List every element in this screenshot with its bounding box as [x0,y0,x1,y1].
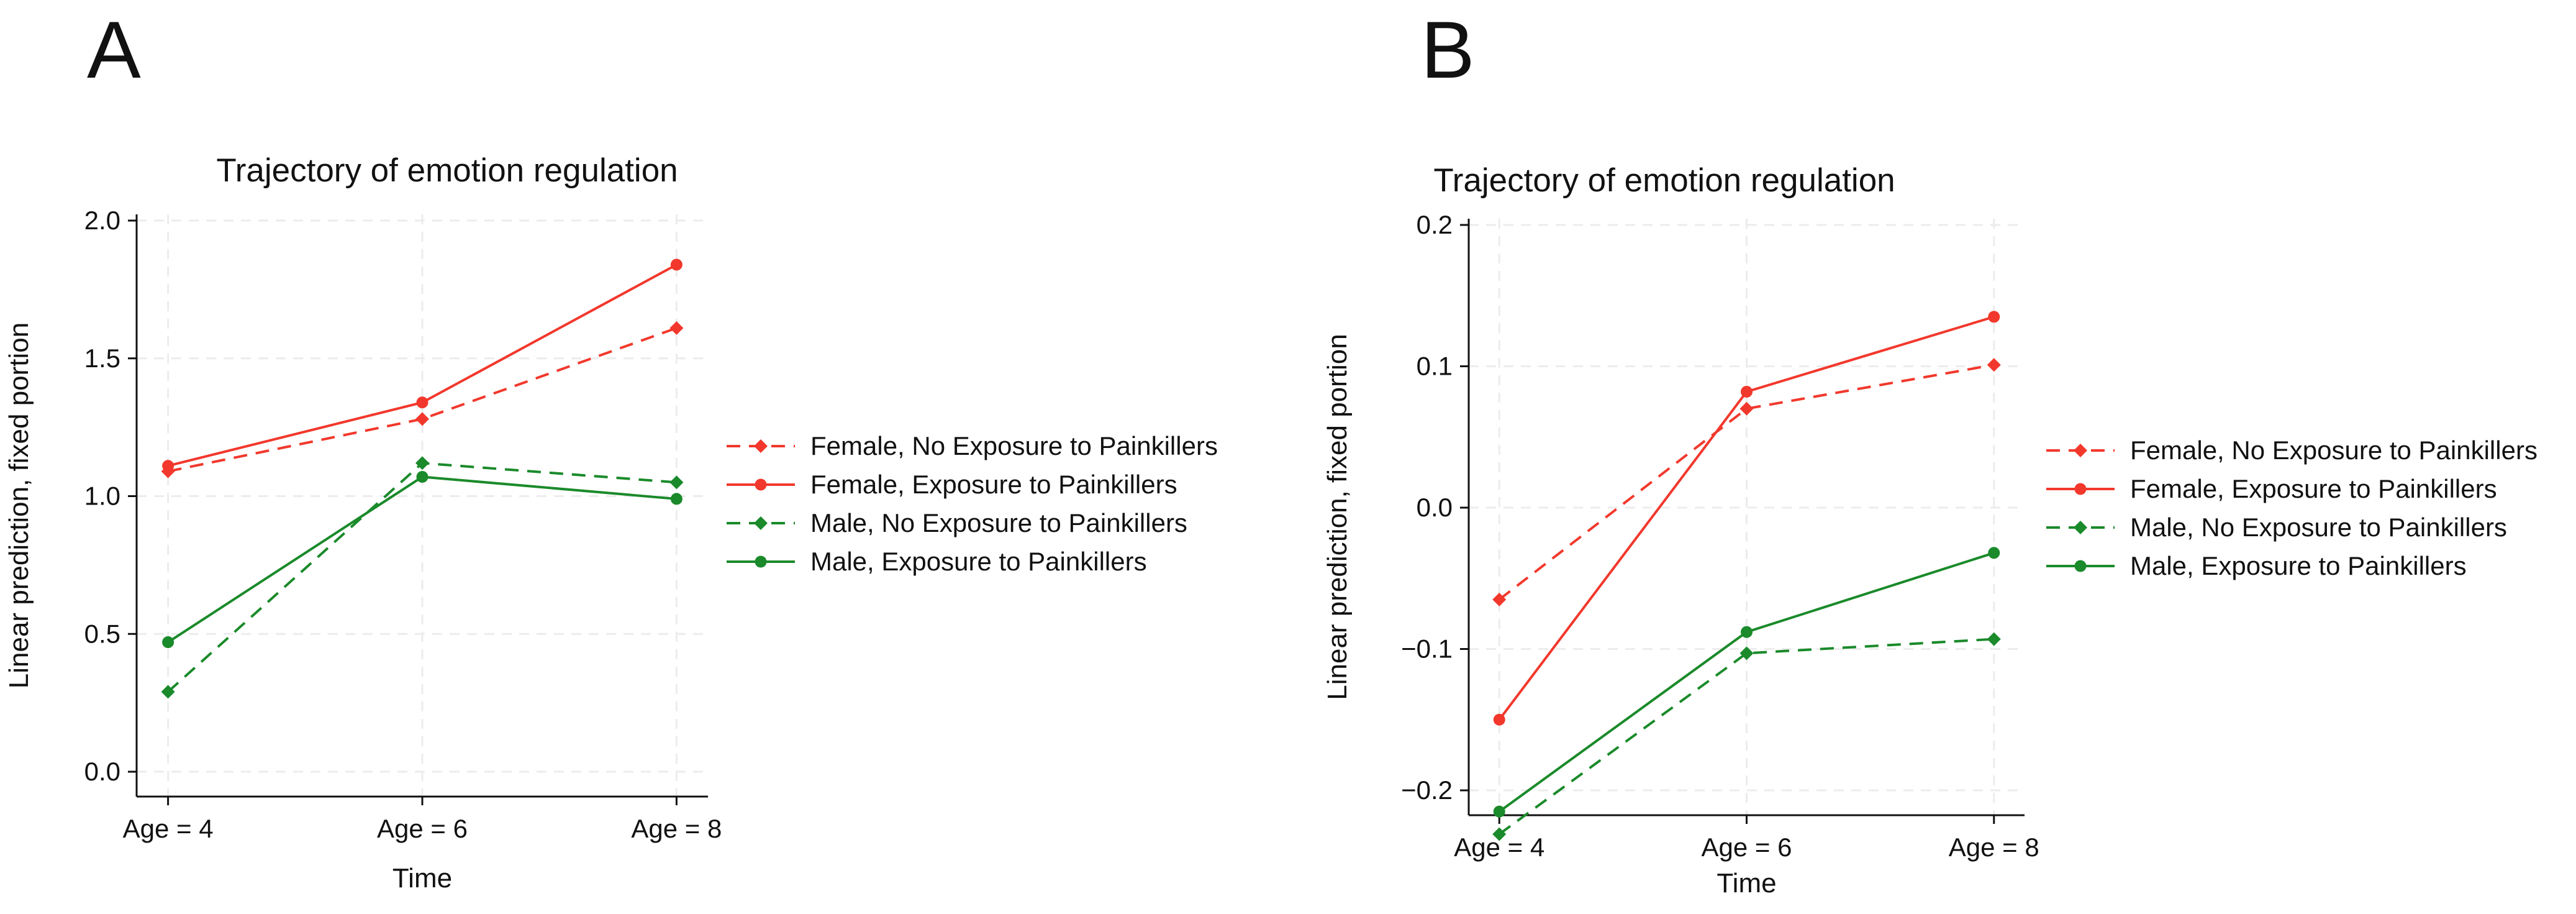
panel-label: B [1421,4,1475,95]
legend-marker [755,555,767,568]
legend-label: Male, No Exposure to Painkillers [2130,513,2507,542]
data-point [670,258,683,271]
y-tick-label: 0.5 [84,619,120,648]
x-tick-label: Age = 8 [631,814,722,843]
legend-marker [2074,560,2087,572]
data-point [1988,547,2000,559]
x-tick-label: Age = 4 [123,814,214,843]
x-tick-label: Age = 8 [1949,833,2039,862]
legend-marker [755,478,767,491]
series-line [168,263,678,467]
data-point [1987,358,2001,372]
data-point [162,460,175,472]
y-tick-label: 0.1 [1417,352,1453,381]
panel-b: B Trajectory of emotion regulation −0.2 −0.… [1322,4,2537,898]
series-line [1499,363,1995,601]
legend-label: Male, Exposure to Painkillers [2130,551,2467,580]
legend-label: Female, Exposure to Painkillers [2130,474,2497,503]
legend-label: Male, No Exposure to Painkillers [810,508,1187,537]
data-point [1741,385,1753,398]
data-point [416,396,429,409]
data-point [1988,311,2000,323]
panel-label: A [87,4,141,95]
legend-marker [754,516,768,530]
legend-marker [2074,444,2087,457]
y-tick-label: 0.0 [84,757,120,786]
y-tick-label: 0.0 [1417,493,1453,522]
data-point [1493,805,1505,818]
data-point [415,456,429,470]
legend-label: Male, Exposure to Painkillers [810,547,1147,576]
data-point [1492,827,1507,841]
series-line [1499,638,1994,836]
legend-marker [2074,483,2087,495]
y-axis-label: Linear prediction, fixed portion [1322,334,1353,700]
legend-label: Female, No Exposure to Painkillers [2130,436,2537,465]
data-point [1987,632,2001,646]
data-point [669,475,684,490]
data-point [1739,401,1754,416]
chart-title: Trajectory of emotion regulation [1433,162,1895,199]
y-tick-label: 0.2 [1417,210,1453,239]
legend-marker [2074,521,2087,534]
legend-label: Female, Exposure to Painkillers [810,470,1177,499]
data-point [161,685,175,699]
x-axis-label: Time [1717,868,1776,898]
x-tick-label: Age = 6 [1702,833,1792,862]
chart-title: Trajectory of emotion regulation [216,152,678,189]
panel-a: A Trajectory of emotion regulation 0.0 0.5 1… [4,4,1218,893]
data-point [669,321,684,335]
legend-marker [754,439,768,453]
data-point [416,470,429,483]
x-tick-label: Age = 6 [377,814,468,843]
y-tick-label: 2.0 [84,206,120,235]
data-point [670,493,683,505]
data-point [162,636,175,649]
data-point [1741,626,1753,638]
data-point [1492,592,1507,606]
data-point [415,412,429,426]
x-axis-label: Time [392,863,452,893]
data-point [1739,646,1754,660]
data-point [1493,713,1505,726]
y-tick-label: 1.5 [84,344,120,373]
y-tick-label: −0.1 [1401,634,1453,664]
y-tick-label: 1.0 [84,482,120,511]
legend-label: Female, No Exposure to Painkillers [810,431,1218,460]
y-tick-label: −0.2 [1401,775,1453,805]
y-axis-label: Linear prediction, fixed portion [4,322,34,688]
